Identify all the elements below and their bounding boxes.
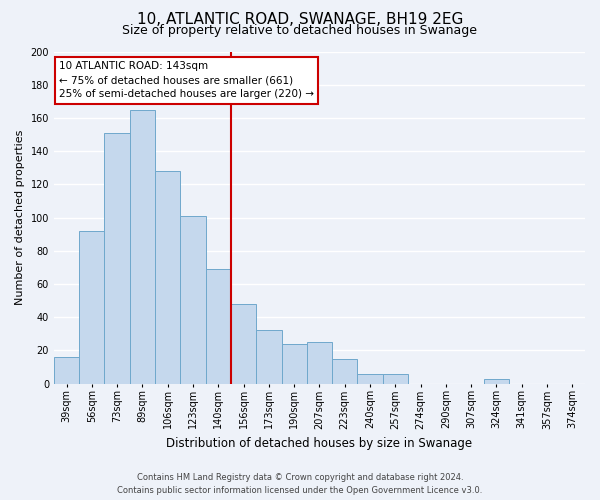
Bar xyxy=(54,357,79,384)
X-axis label: Distribution of detached houses by size in Swanage: Distribution of detached houses by size … xyxy=(166,437,473,450)
Bar xyxy=(256,330,281,384)
Bar xyxy=(307,342,332,384)
Bar xyxy=(155,171,181,384)
Bar xyxy=(484,378,509,384)
Bar xyxy=(79,231,104,384)
Bar xyxy=(130,110,155,384)
Text: 10 ATLANTIC ROAD: 143sqm
← 75% of detached houses are smaller (661)
25% of semi-: 10 ATLANTIC ROAD: 143sqm ← 75% of detach… xyxy=(59,62,314,100)
Text: Size of property relative to detached houses in Swanage: Size of property relative to detached ho… xyxy=(122,24,478,37)
Text: Contains HM Land Registry data © Crown copyright and database right 2024.
Contai: Contains HM Land Registry data © Crown c… xyxy=(118,473,482,495)
Bar xyxy=(181,216,206,384)
Bar xyxy=(281,344,307,384)
Text: 10, ATLANTIC ROAD, SWANAGE, BH19 2EG: 10, ATLANTIC ROAD, SWANAGE, BH19 2EG xyxy=(137,12,463,28)
Bar xyxy=(358,374,383,384)
Y-axis label: Number of detached properties: Number of detached properties xyxy=(15,130,25,305)
Bar xyxy=(206,269,231,384)
Bar xyxy=(231,304,256,384)
Bar xyxy=(104,133,130,384)
Bar xyxy=(332,358,358,384)
Bar xyxy=(383,374,408,384)
